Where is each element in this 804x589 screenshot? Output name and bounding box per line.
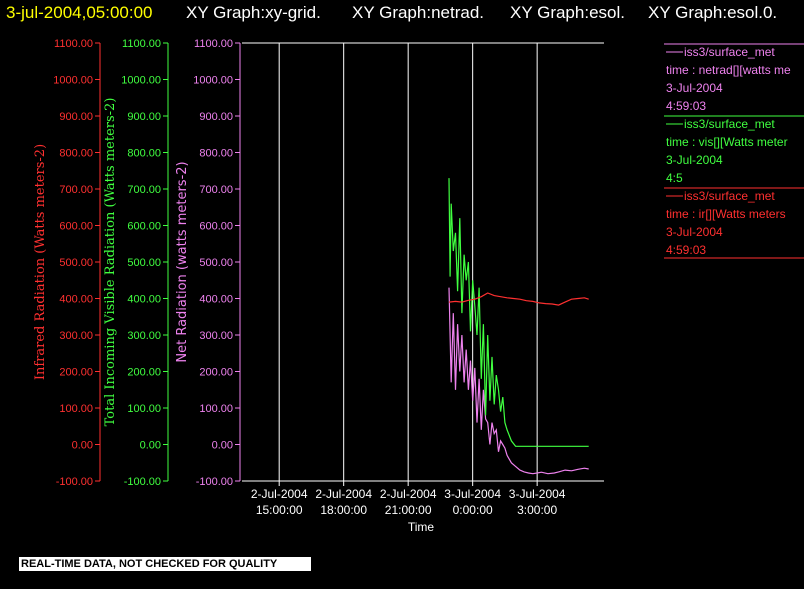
legend-date: 3-Jul-2004 [666,153,723,167]
header-datetime: 3-jul-2004,05:00:00 [6,3,153,22]
x-tick-label-time: 15:00:00 [256,503,303,517]
y-axis-label-visible: Total Incoming Visible Radiation (Watts … [103,98,118,427]
header-title-esol: XY Graph:esol. [510,3,625,22]
y-axis-visible-tick-label: 0.00 [140,440,161,452]
x-tick-label-date: 3-Jul-2004 [444,487,501,501]
y-axis-net-tick-label: 300.00 [199,330,233,342]
x-tick-label-time: 3:00:00 [517,503,557,517]
legend-variable: time : netrad[][watts me [666,63,791,77]
y-axis-visible-tick-label: 1100.00 [122,38,161,50]
legend-source: iss3/surface_met [684,189,775,203]
y-axis-net-tick-label: 500.00 [199,257,233,269]
y-axis-net-tick-label: 400.00 [199,294,233,306]
legend-date: 3-Jul-2004 [666,81,723,95]
x-tick-label-time: 21:00:00 [385,503,432,517]
x-tick-label-date: 2-Jul-2004 [251,487,308,501]
y-axis-infrared-tick-label: 100.00 [59,403,93,415]
y-axis-net-tick-label: 200.00 [199,367,233,379]
y-axis-net-tick-label: 1000.00 [193,75,233,87]
legend-variable: time : vis[][Watts meter [666,135,788,149]
y-axis-infrared-tick-label: -100.00 [56,476,93,488]
y-axis-infrared-tick-label: 400.00 [59,294,93,306]
y-axis-visible-tick-label: 400.00 [127,294,161,306]
y-axis-visible-tick-label: 100.00 [127,403,161,415]
y-axis-infrared-tick-label: 300.00 [59,330,93,342]
x-tick-label-time: 0:00:00 [453,503,493,517]
legend-time: 4:59:03 [666,99,706,113]
header-title-xy-grid: XY Graph:xy-grid. [186,3,321,22]
y-axis-label-infrared: Infrared Radiation (Watts meters-2) [33,144,48,380]
y-axis-visible-tick-label: 300.00 [127,330,161,342]
y-axis-infrared-tick-label: 1100.00 [54,38,93,50]
y-axis-visible-tick-label: 800.00 [127,148,161,160]
x-tick-label-time: 18:00:00 [320,503,367,517]
header-title-netrad: XY Graph:netrad. [352,3,484,22]
legend-date: 3-Jul-2004 [666,225,723,239]
y-axis-infrared-tick-label: 600.00 [59,221,93,233]
y-axis-visible-tick-label: 900.00 [127,111,161,123]
chart-layer: 1100.00 1000.00 900.00 800.00 700.00 600.00 50… [53,38,604,517]
y-axis-infrared-tick-label: 200.00 [59,367,93,379]
header-title-esol0: XY Graph:esol.0. [648,3,777,22]
legend-source: iss3/surface_met [684,45,775,59]
y-axis-label-net: Net Radiation (watts meters-2) [175,161,190,362]
x-tick-label-date: 2-Jul-2004 [380,487,437,501]
y-axis-net-tick-label: 700.00 [199,184,233,196]
y-axis-visible-tick-label: 500.00 [127,257,161,269]
y-axis-visible-tick-label: 600.00 [127,221,161,233]
y-axis-net-tick-label: 1100.00 [194,38,233,50]
y-axis-net-tick-label: 900.00 [199,111,233,123]
y-axis-infrared-tick-label: 900.00 [59,111,93,123]
y-axis-infrared-tick-label: 1000.00 [53,75,93,87]
series-net-radiation [448,287,589,475]
legend-time: 4:59:03 [666,243,706,257]
legend-source: iss3/surface_met [684,117,775,131]
y-axis-infrared-tick-label: 500.00 [59,257,93,269]
y-axis-visible-tick-label: 1000.00 [121,75,161,87]
y-axis-infrared-tick-label: 800.00 [59,148,93,160]
series-visible-radiation [448,178,589,447]
y-axis-net-tick-label: 0.00 [212,440,233,452]
x-axis-label: Time [408,520,435,534]
legend-time: 4:5 [666,171,683,185]
x-tick-label-date: 3-Jul-2004 [509,487,566,501]
series-infrared-radiation [448,292,589,306]
y-axis-net-tick-label: 800.00 [199,148,233,160]
disclaimer-banner: REAL-TIME DATA, NOT CHECKED FOR QUALITY [19,557,311,571]
y-axis-infrared-tick-label: 700.00 [59,184,93,196]
y-axis-net-tick-label: -100.00 [196,476,233,488]
x-tick-label-date: 2-Jul-2004 [315,487,372,501]
y-axis-net-tick-label: 100.00 [199,403,233,415]
y-axis-visible-tick-label: 700.00 [127,184,161,196]
y-axis-visible-tick-label: -100.00 [124,476,161,488]
y-axis-visible-tick-label: 200.00 [127,367,161,379]
y-axis-net-tick-label: 600.00 [199,221,233,233]
legend-variable: time : ir[][Watts meters [666,207,786,221]
y-axis-infrared-tick-label: 0.00 [72,440,93,452]
